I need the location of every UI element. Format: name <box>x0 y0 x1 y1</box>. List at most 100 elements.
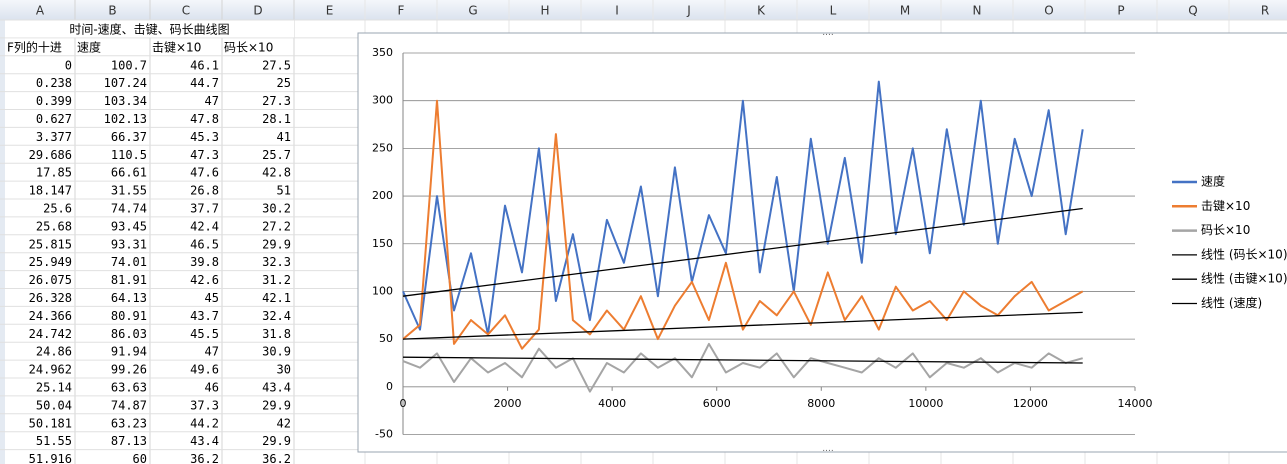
cell[interactable]: 44.2 <box>190 416 219 430</box>
cell[interactable]: 42 <box>277 416 291 430</box>
cell[interactable]: 45.5 <box>190 327 219 341</box>
cell[interactable]: 93.31 <box>111 237 147 251</box>
cell[interactable]: 63.63 <box>111 380 147 394</box>
cell[interactable]: 46 <box>205 380 219 394</box>
cell[interactable]: 27.2 <box>262 219 291 233</box>
cell[interactable]: 25.949 <box>29 255 72 269</box>
cell[interactable]: 51.55 <box>36 434 72 448</box>
cell[interactable]: 29.9 <box>262 237 291 251</box>
cell[interactable]: 51.916 <box>29 452 72 464</box>
cell[interactable]: 50.181 <box>29 416 72 430</box>
cell[interactable]: 32.3 <box>262 255 291 269</box>
cell[interactable]: 107.24 <box>104 76 147 90</box>
cell[interactable]: 17.85 <box>36 166 72 180</box>
cell[interactable]: 87.13 <box>111 434 147 448</box>
column-header[interactable]: K <box>757 4 766 18</box>
cell[interactable]: 31.2 <box>262 273 291 287</box>
cell[interactable]: 47.8 <box>190 112 219 126</box>
cell[interactable]: 63.23 <box>111 416 147 430</box>
cell[interactable]: 47 <box>205 345 219 359</box>
cell[interactable]: 29.686 <box>29 148 72 162</box>
column-header[interactable]: H <box>540 4 549 18</box>
cell[interactable]: 41 <box>277 130 291 144</box>
cell[interactable]: 47.3 <box>190 148 219 162</box>
cell[interactable]: 30 <box>277 363 291 377</box>
cell[interactable]: 39.8 <box>190 255 219 269</box>
cell[interactable]: 25.7 <box>262 148 291 162</box>
cell[interactable]: 44.7 <box>190 76 219 90</box>
cell[interactable]: 46.1 <box>190 58 219 72</box>
cell[interactable]: 18.147 <box>29 184 72 198</box>
column-header[interactable]: B <box>108 4 116 18</box>
column-header[interactable]: D <box>253 4 262 18</box>
cell[interactable]: 99.26 <box>111 363 147 377</box>
column-header[interactable]: N <box>973 4 982 18</box>
cell[interactable]: 26.328 <box>29 291 72 305</box>
cell[interactable]: 29.9 <box>262 398 291 412</box>
cell[interactable]: 49.6 <box>190 363 219 377</box>
cell[interactable]: 0.238 <box>36 76 72 90</box>
cell[interactable]: 26.075 <box>29 273 72 287</box>
column-header[interactable]: M <box>900 4 910 18</box>
column-header[interactable]: R <box>1261 4 1269 18</box>
cell[interactable]: 25.68 <box>36 219 72 233</box>
cell[interactable]: 42.8 <box>262 166 291 180</box>
column-header[interactable]: J <box>686 4 691 18</box>
cell[interactable]: 66.61 <box>111 166 147 180</box>
column-header[interactable]: E <box>326 4 334 18</box>
cell[interactable]: 74.74 <box>111 201 147 215</box>
column-header[interactable]: F <box>398 4 405 18</box>
column-header[interactable]: I <box>615 4 619 18</box>
cell[interactable]: 32.4 <box>262 309 291 323</box>
column-header[interactable]: Q <box>1188 4 1197 18</box>
cell[interactable]: 25 <box>277 76 291 90</box>
resize-handle[interactable]: ···· <box>822 31 833 41</box>
cell[interactable]: 43.4 <box>262 380 291 394</box>
column-header[interactable]: G <box>468 4 477 18</box>
resize-handle[interactable]: ···· <box>822 447 833 457</box>
cell[interactable]: 27.5 <box>262 58 291 72</box>
cell[interactable]: 24.86 <box>36 345 72 359</box>
cell[interactable]: 43.4 <box>190 434 219 448</box>
cell[interactable]: 42.4 <box>190 219 219 233</box>
cell[interactable]: 47 <box>205 94 219 108</box>
column-header[interactable]: L <box>830 4 837 18</box>
cell[interactable]: 37.7 <box>190 201 219 215</box>
cell[interactable]: 47.6 <box>190 166 219 180</box>
cell[interactable]: 42.1 <box>262 291 291 305</box>
cell[interactable]: 103.34 <box>104 94 147 108</box>
cell[interactable]: 30.2 <box>262 201 291 215</box>
cell[interactable]: 81.91 <box>111 273 147 287</box>
cell[interactable]: 37.3 <box>190 398 219 412</box>
cell[interactable]: 42.6 <box>190 273 219 287</box>
cell[interactable]: 29.9 <box>262 434 291 448</box>
cell[interactable]: 31.8 <box>262 327 291 341</box>
cell[interactable]: 28.1 <box>262 112 291 126</box>
cell[interactable]: 51 <box>277 184 291 198</box>
cell[interactable]: 25.14 <box>36 380 72 394</box>
header-cell[interactable]: 速度 <box>77 39 101 54</box>
header-cell[interactable]: 击键×10 <box>152 40 201 54</box>
cell[interactable]: 31.55 <box>111 184 147 198</box>
cell[interactable]: 91.94 <box>111 345 147 359</box>
cell[interactable]: 25.6 <box>43 201 72 215</box>
cell[interactable]: 36.2 <box>190 452 219 464</box>
cell[interactable]: 24.962 <box>29 363 72 377</box>
header-cell[interactable]: 码长×10 <box>224 40 273 54</box>
cell[interactable]: 66.37 <box>111 130 147 144</box>
cell[interactable]: 110.5 <box>111 148 147 162</box>
cell[interactable]: 45.3 <box>190 130 219 144</box>
cell[interactable]: 24.366 <box>29 309 72 323</box>
cell[interactable]: 86.03 <box>111 327 147 341</box>
cell[interactable]: 25.815 <box>29 237 72 251</box>
cell[interactable]: 26.8 <box>190 184 219 198</box>
cell[interactable]: 46.5 <box>190 237 219 251</box>
cell[interactable]: 102.13 <box>104 112 147 126</box>
cell[interactable]: 3.377 <box>36 130 72 144</box>
cell[interactable]: 60 <box>133 452 147 464</box>
column-header[interactable]: C <box>182 4 190 18</box>
cell[interactable]: 0 <box>65 58 72 72</box>
cell[interactable]: 45 <box>205 291 219 305</box>
cell[interactable]: 93.45 <box>111 219 147 233</box>
cell[interactable]: 74.87 <box>111 398 147 412</box>
